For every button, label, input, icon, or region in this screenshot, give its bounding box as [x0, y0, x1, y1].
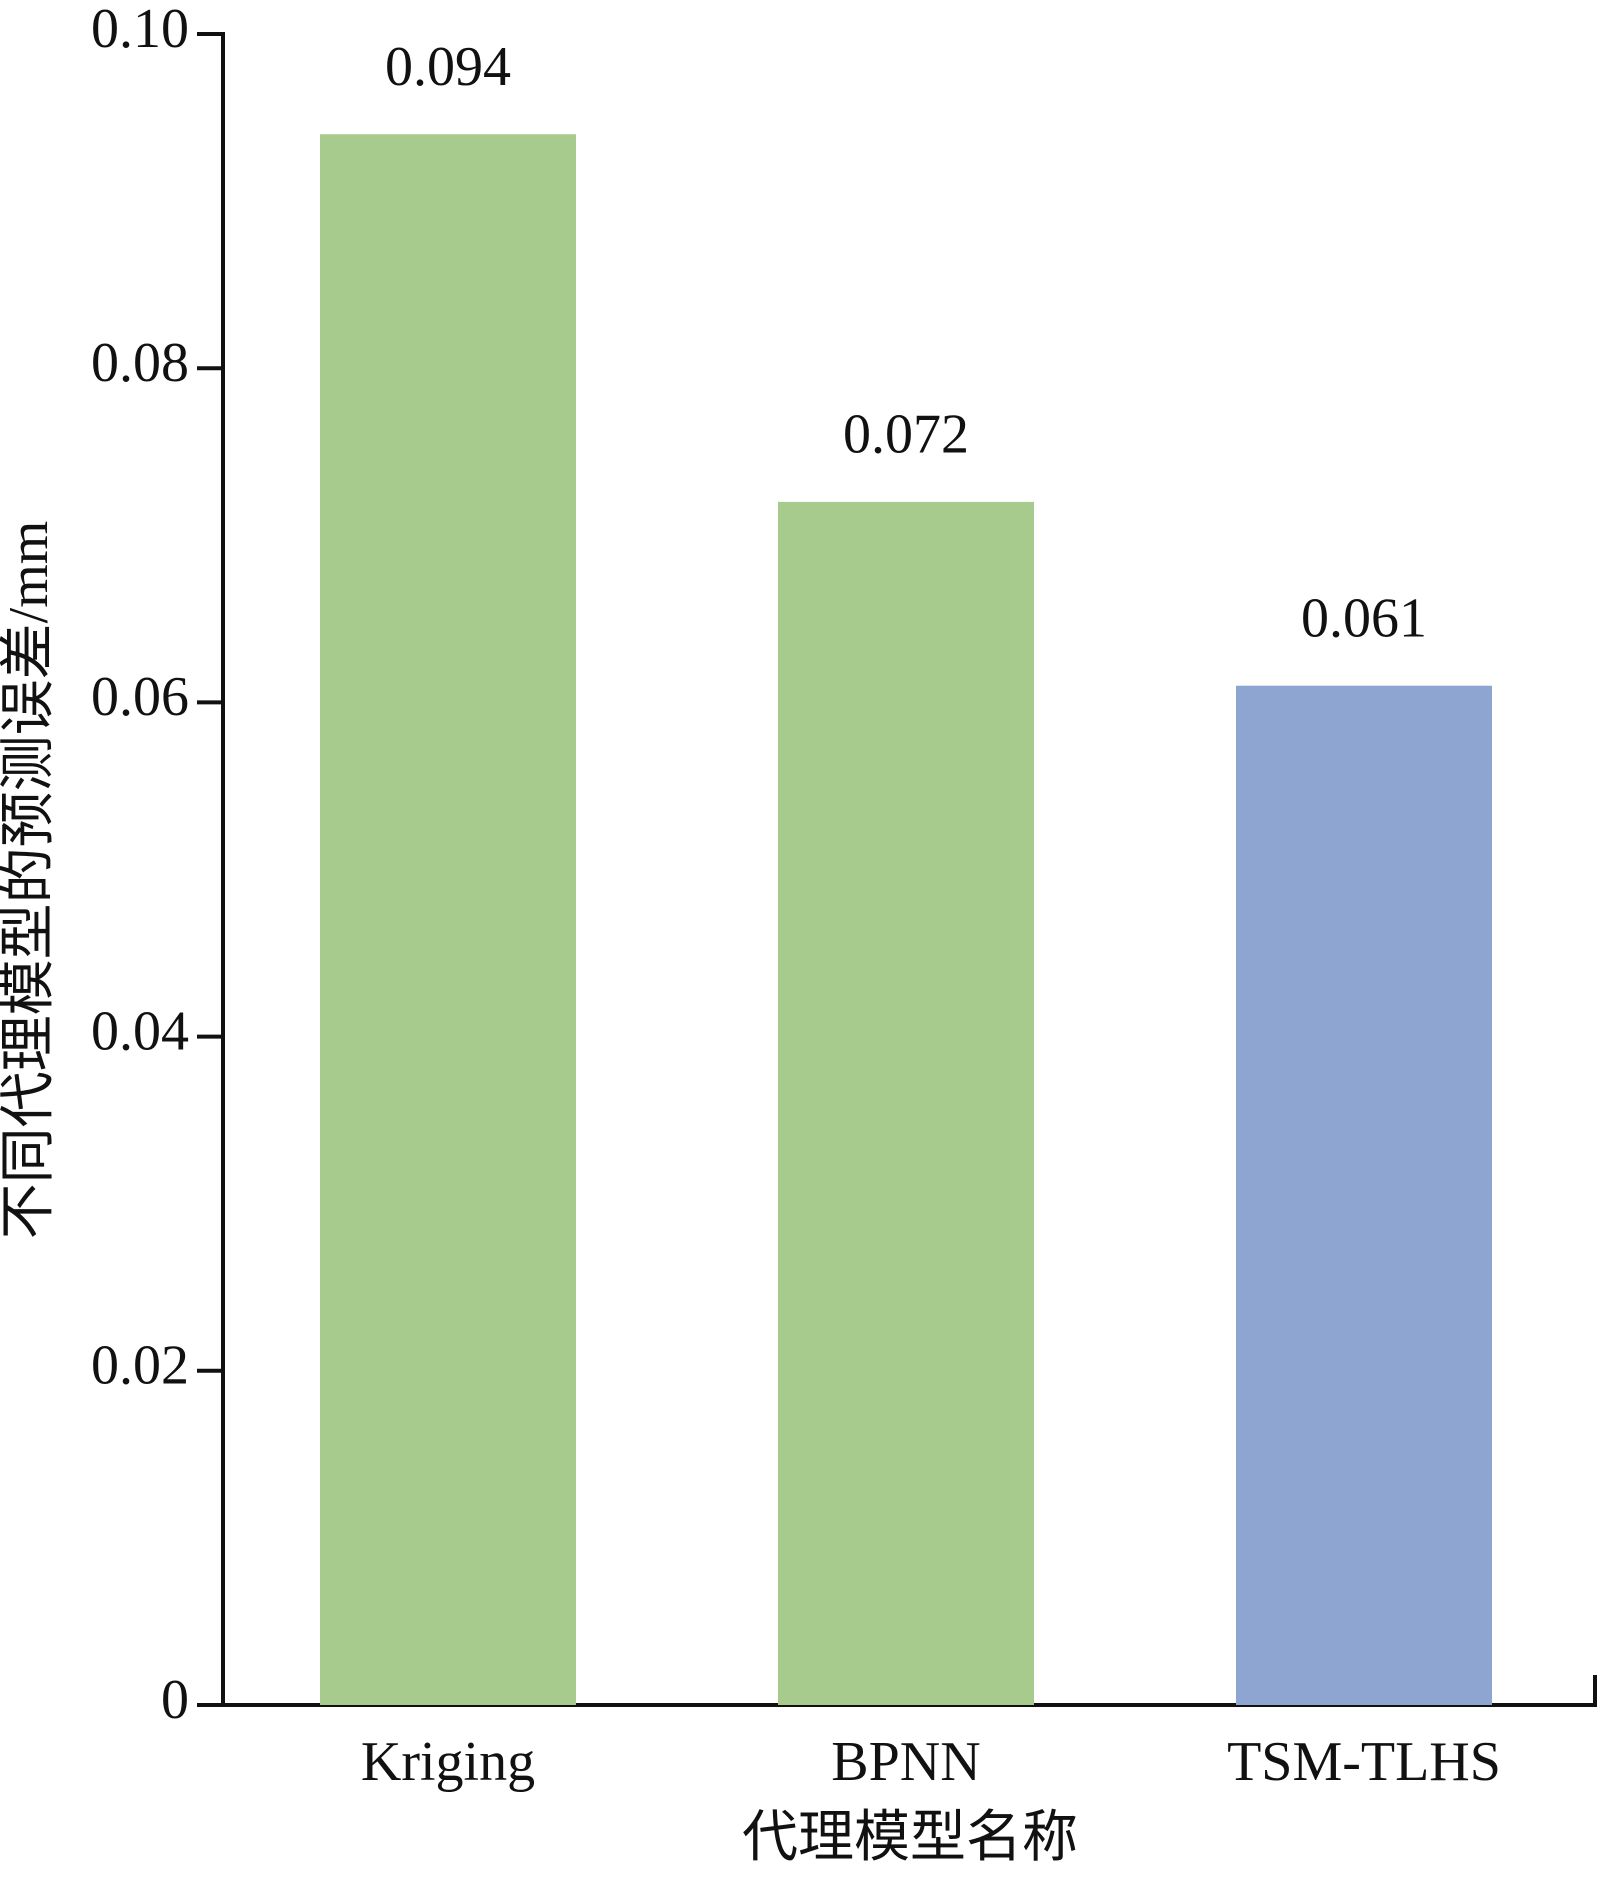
y-tick-label: 0.10 [91, 0, 189, 60]
y-tick-label: 0 [161, 1669, 189, 1731]
bar [320, 134, 576, 1705]
y-tick-label: 0.02 [91, 1335, 189, 1397]
y-axis-title: 不同代理模型的预测误差/mm [0, 521, 60, 1240]
y-tick-label: 0.06 [91, 666, 189, 728]
x-tick-label: Kriging [361, 1731, 535, 1793]
x-tick-label: BPNN [831, 1731, 980, 1793]
bar [778, 501, 1034, 1705]
value-label: 0.094 [385, 36, 511, 98]
y-tick-label: 0.04 [91, 1000, 189, 1062]
value-label: 0.061 [1301, 588, 1427, 650]
y-tick-label: 0.08 [91, 332, 189, 394]
value-label: 0.072 [843, 404, 969, 466]
bar [1236, 685, 1492, 1705]
x-tick-label: TSM-TLHS [1227, 1731, 1501, 1793]
x-axis-title: 代理模型名称 [742, 1807, 1078, 1869]
